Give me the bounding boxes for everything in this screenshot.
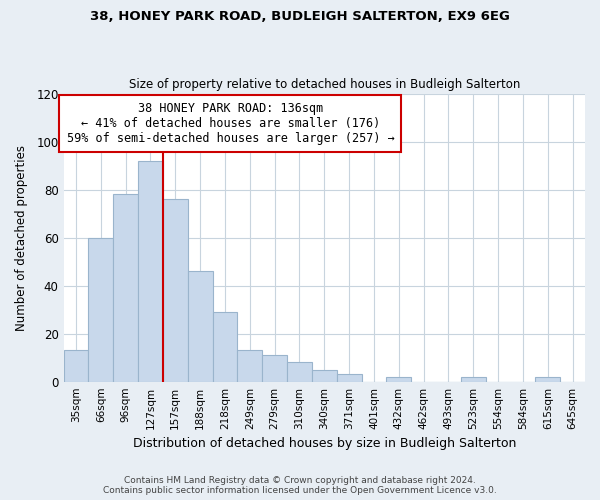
Y-axis label: Number of detached properties: Number of detached properties	[15, 144, 28, 330]
Text: 38 HONEY PARK ROAD: 136sqm
← 41% of detached houses are smaller (176)
59% of sem: 38 HONEY PARK ROAD: 136sqm ← 41% of deta…	[67, 102, 394, 145]
X-axis label: Distribution of detached houses by size in Budleigh Salterton: Distribution of detached houses by size …	[133, 437, 516, 450]
Text: Contains HM Land Registry data © Crown copyright and database right 2024.
Contai: Contains HM Land Registry data © Crown c…	[103, 476, 497, 495]
Bar	[238, 350, 262, 382]
Bar	[88, 238, 113, 382]
Bar	[138, 161, 163, 382]
Bar	[113, 194, 138, 382]
Bar	[64, 350, 88, 382]
Bar	[262, 356, 287, 382]
Title: Size of property relative to detached houses in Budleigh Salterton: Size of property relative to detached ho…	[128, 78, 520, 91]
Bar	[188, 271, 212, 382]
Bar	[312, 370, 337, 382]
Bar	[163, 199, 188, 382]
Bar	[337, 374, 362, 382]
Bar	[535, 377, 560, 382]
Bar	[461, 377, 485, 382]
Bar	[386, 377, 411, 382]
Text: 38, HONEY PARK ROAD, BUDLEIGH SALTERTON, EX9 6EG: 38, HONEY PARK ROAD, BUDLEIGH SALTERTON,…	[90, 10, 510, 23]
Bar	[287, 362, 312, 382]
Bar	[212, 312, 238, 382]
